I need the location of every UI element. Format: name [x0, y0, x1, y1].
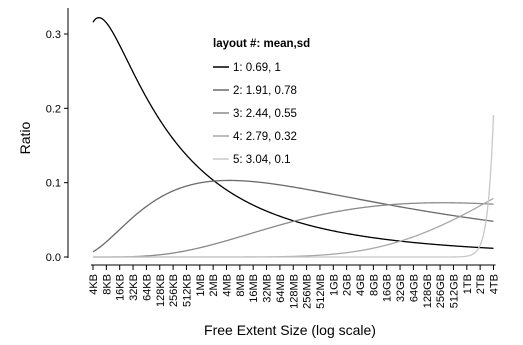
axes: 0.0 0.1 0.2 0.3 4KB 8KB 16KB 32KB 64KB 128KB 256KB…	[46, 8, 501, 309]
x-tick-label: 128GB	[422, 274, 434, 308]
x-tick-label: 1MB	[195, 274, 207, 297]
x-tick-label: 2GB	[342, 274, 354, 296]
legend-label: 4: 2.79, 0.32	[233, 131, 297, 143]
x-tick-label: 512GB	[448, 274, 460, 308]
x-tick-label: 256MB	[302, 274, 314, 309]
x-tick-label: 2TB	[475, 274, 487, 294]
y-tick-label: 0.2	[46, 103, 61, 115]
y-tick-label: 0.1	[46, 178, 61, 190]
series-line-4	[93, 197, 494, 258]
legend: layout #: mean,sd 1: 0.69, 1 2: 1.91, 0.7…	[213, 38, 310, 166]
x-tick-label: 8KB	[101, 274, 113, 295]
x-tick-label: 64GB	[408, 274, 420, 302]
x-tick-label: 8MB	[235, 274, 247, 297]
x-tick-label: 128KB	[155, 274, 167, 307]
x-tick-label: 64MB	[275, 274, 287, 303]
x-tick-label: 16MB	[248, 274, 260, 303]
x-tick-label: 4MB	[222, 274, 234, 297]
y-tick-label: 0.3	[46, 29, 61, 41]
x-tick-label: 32MB	[262, 274, 274, 303]
legend-label: 2: 1.91, 0.78	[233, 85, 297, 97]
x-tick-label: 4KB	[88, 274, 100, 295]
x-tick-label: 64KB	[141, 274, 153, 301]
x-tick-label: 4GB	[355, 274, 367, 296]
y-axis-title: Ratio	[17, 121, 33, 154]
x-tick-label: 512MB	[315, 274, 327, 309]
x-tick-label: 16KB	[115, 274, 127, 301]
x-tick-label: 8GB	[368, 274, 380, 296]
series-layer	[92, 17, 495, 258]
legend-label: 5: 3.04, 0.1	[233, 154, 291, 166]
legend-label: 1: 0.69, 1	[233, 62, 281, 74]
series-line-5	[93, 115, 495, 258]
x-tick-label: 16GB	[382, 274, 394, 302]
x-tick-label: 32KB	[128, 274, 140, 301]
x-axis-title: Free Extent Size (log scale)	[204, 322, 376, 338]
series-line-3	[93, 202, 494, 258]
x-tick-label: 128MB	[288, 274, 300, 309]
legend-title: layout #: mean,sd	[213, 38, 310, 50]
x-tick-label: 256KB	[168, 274, 180, 307]
x-tick-label: 1GB	[328, 274, 340, 296]
series-line-2	[92, 179, 494, 253]
x-tick-label: 4TB	[489, 274, 501, 294]
x-tick-label: 1TB	[462, 274, 474, 294]
x-tick-label: 512KB	[181, 274, 193, 307]
legend-label: 3: 2.44, 0.55	[233, 108, 297, 120]
x-tick-label: 2MB	[208, 274, 220, 297]
x-tick-label: 256GB	[435, 274, 447, 308]
x-tick-label: 32GB	[395, 274, 407, 302]
y-tick-label: 0.0	[46, 252, 61, 264]
